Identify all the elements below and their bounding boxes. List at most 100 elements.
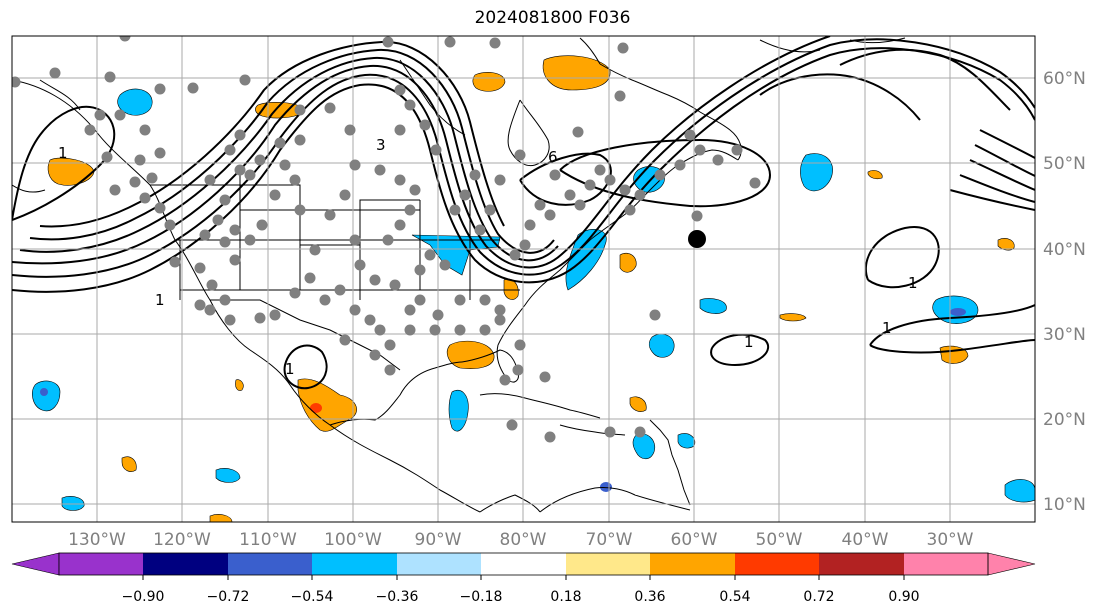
longitude-label: 90°W (415, 530, 462, 550)
station-marker (572, 126, 584, 138)
colorbar-segment (143, 553, 228, 575)
station-marker (444, 36, 456, 48)
station-marker (194, 299, 206, 311)
station-marker (289, 287, 301, 299)
station-marker (649, 309, 661, 321)
station-marker (289, 174, 301, 186)
station-marker (239, 74, 251, 86)
station-marker (594, 164, 606, 176)
station-marker (459, 189, 471, 201)
station-marker (624, 204, 636, 216)
colorbar-segment (735, 553, 819, 575)
station-marker (424, 249, 436, 261)
station-marker (279, 159, 291, 171)
station-marker (404, 304, 416, 316)
station-marker (694, 144, 706, 156)
station-marker (224, 314, 236, 326)
station-marker (619, 184, 631, 196)
station-marker (109, 184, 121, 196)
map-title: 2024081800 F036 (474, 8, 631, 28)
station-marker (234, 164, 246, 176)
contour-labels: 1 1 1 1 1 1 3 6 (58, 136, 918, 378)
station-marker (731, 144, 743, 156)
colorbar-tick-label: −0.54 (291, 589, 334, 605)
station-marker (369, 274, 381, 286)
station-marker (617, 42, 629, 54)
station-marker (414, 264, 426, 276)
colorbar-tick-label: 0.36 (634, 589, 665, 605)
target-location-marker (688, 230, 706, 248)
latitude-label: 20°N (1043, 410, 1086, 430)
station-marker (539, 371, 551, 383)
station-marker (394, 219, 406, 231)
longitude-label: 130°W (68, 530, 126, 550)
station-marker (324, 102, 336, 114)
longitude-label: 80°W (500, 530, 547, 550)
station-marker (691, 210, 703, 222)
station-marker (454, 294, 466, 306)
station-marker (389, 279, 401, 291)
station-markers (12, 36, 761, 443)
station-marker (229, 254, 241, 266)
station-marker (474, 224, 486, 236)
latitude-label: 10°N (1043, 495, 1086, 515)
station-marker (394, 124, 406, 136)
shaded-red-region (310, 403, 322, 413)
station-marker (604, 174, 616, 186)
station-marker (324, 209, 336, 221)
station-marker (84, 124, 96, 136)
station-marker (129, 176, 141, 188)
station-marker (382, 234, 394, 246)
contour-lines (12, 36, 1035, 390)
station-marker (519, 239, 531, 251)
station-marker (269, 189, 281, 201)
station-marker (164, 219, 176, 231)
longitude-label: 110°W (239, 530, 297, 550)
station-marker (404, 204, 416, 216)
colorbar-tick-label: −0.72 (207, 589, 250, 605)
latitude-label: 40°N (1043, 240, 1086, 260)
station-marker (479, 294, 491, 306)
station-marker (354, 259, 366, 271)
station-marker (604, 426, 616, 438)
station-marker (584, 179, 596, 191)
station-marker (269, 309, 281, 321)
station-marker (234, 129, 246, 141)
colorbar-tick-label: 0.90 (888, 589, 919, 605)
station-marker (344, 124, 356, 136)
station-marker (544, 209, 556, 221)
colorbar-tick-label: 0.72 (803, 589, 834, 605)
colorbar-segment (481, 553, 566, 575)
longitude-label: 100°W (324, 530, 382, 550)
station-marker (614, 90, 626, 102)
station-marker (49, 67, 61, 79)
station-marker (349, 234, 361, 246)
station-marker (134, 154, 146, 166)
station-marker (439, 259, 451, 271)
station-marker (489, 37, 501, 49)
station-marker (384, 364, 396, 376)
station-marker (169, 256, 181, 268)
longitude-label: 120°W (153, 530, 211, 550)
station-marker (304, 272, 316, 284)
latitude-label: 50°N (1043, 154, 1086, 174)
station-marker (524, 219, 536, 231)
colorbar-extend-high (987, 552, 1036, 576)
station-marker (509, 249, 521, 261)
colorbar-ticks (142, 575, 905, 580)
map-frame (11, 35, 1036, 523)
station-marker (712, 154, 724, 166)
station-marker (469, 169, 481, 181)
station-marker (394, 174, 406, 186)
station-marker (254, 154, 266, 166)
station-marker (479, 324, 491, 336)
colorbar-tick-label: −0.90 (122, 589, 165, 605)
colorbar-tick-label: 0.54 (719, 589, 750, 605)
station-marker (506, 419, 518, 431)
station-marker (219, 194, 231, 206)
contour-label: 1 (58, 144, 68, 162)
colorbar: −0.90 −0.72 −0.54 −0.36 −0.18 0.18 0.36 … (11, 552, 1036, 605)
station-marker (154, 202, 166, 214)
station-marker (430, 144, 442, 156)
